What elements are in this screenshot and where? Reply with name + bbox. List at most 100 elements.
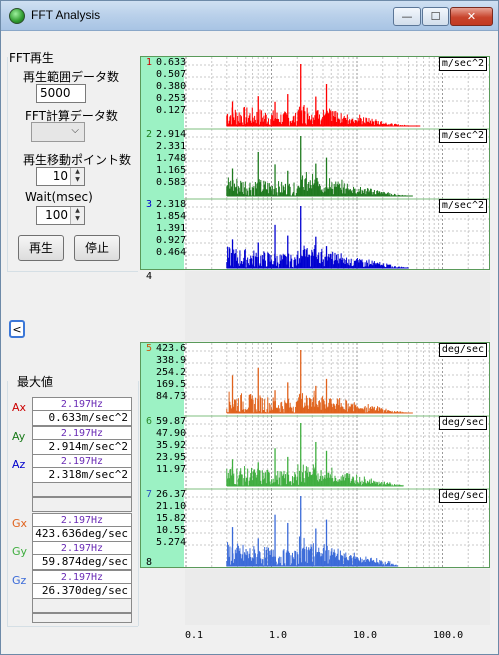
y-tick-label: 0.927 (156, 235, 187, 246)
close-button[interactable]: ✕ (450, 7, 493, 26)
channel-number: 7 (146, 489, 153, 500)
max-row-value: 2.318m/sec^2 (32, 467, 132, 483)
stop-button[interactable]: 停止 (74, 235, 120, 261)
channel-8-empty-band (185, 569, 490, 625)
x-tick-label: 1.0 (269, 630, 288, 641)
max-group-border-bottom (7, 626, 138, 627)
y-tick-label: 5.274 (156, 537, 187, 548)
maximize-button[interactable]: ☐ (422, 7, 449, 26)
max-row-label: Gx (12, 517, 28, 530)
fft-play-group-title: FFT再生 (9, 51, 54, 65)
channel-number: 3 (146, 199, 153, 210)
y-tick-label: 11.97 (156, 464, 187, 475)
max-row-label: Gy (12, 545, 28, 558)
y-tick-label: 84.73 (156, 391, 187, 402)
minimize-button[interactable]: — (393, 7, 421, 26)
channel-4-empty-band (185, 271, 490, 341)
empty-value-field (32, 482, 132, 497)
acceleration-plot (140, 56, 490, 270)
play-button[interactable]: 再生 (18, 235, 64, 261)
y-tick-label: 0.633 (156, 57, 187, 68)
unit-label: m/sec^2 (438, 57, 487, 71)
empty-value-field (32, 613, 132, 623)
max-values-title: 最大値 (17, 375, 54, 389)
move-points-value: 10 (52, 169, 68, 183)
y-tick-label: 169.5 (156, 379, 187, 390)
gyro-plot (140, 342, 490, 568)
unit-label: deg/sec (438, 343, 487, 357)
channel-number: 1 (146, 57, 153, 68)
y-tick-label: 1.165 (156, 165, 187, 176)
max-group-border-right (138, 381, 139, 626)
max-row-value: 0.633m/sec^2 (32, 410, 132, 426)
y-tick-label: 47.90 (156, 428, 187, 439)
fft-count-select[interactable]: ⌵ (31, 122, 85, 142)
max-row-label: Gz (12, 574, 27, 587)
unit-label: m/sec^2 (438, 129, 487, 143)
max-row-value: 26.370deg/sec (32, 583, 132, 599)
y-tick-label: 26.37 (156, 489, 187, 500)
acceleration-y-axis-strip (141, 57, 184, 269)
move-points-stepper[interactable]: 10 ▲ ▼ (36, 167, 85, 186)
range-input[interactable]: 5000 (36, 84, 86, 103)
y-tick-label: 1.748 (156, 153, 187, 164)
y-tick-label: 15.82 (156, 513, 187, 524)
y-tick-label: 0.583 (156, 177, 187, 188)
channel-number: 8 (146, 557, 153, 568)
y-tick-label: 1.391 (156, 223, 187, 234)
unit-label: m/sec^2 (438, 199, 487, 213)
group-border-left (7, 57, 8, 271)
wait-label: Wait(msec) (25, 190, 93, 204)
y-tick-label: 10.55 (156, 525, 187, 536)
wait-value: 100 (45, 208, 68, 222)
max-row-value: 423.636deg/sec (32, 526, 132, 542)
max-row-value: 59.874deg/sec (32, 554, 132, 570)
title-bar[interactable]: FFT Analysis — ☐ ✕ (1, 1, 498, 31)
move-points-label: 再生移動ポイント数 (23, 153, 132, 167)
max-row-label: Ay (12, 430, 26, 443)
stepper-arrows-icon[interactable]: ▲ ▼ (70, 168, 84, 185)
max-row-label: Az (12, 458, 26, 471)
max-row-label: Ax (12, 401, 27, 414)
y-tick-label: 254.2 (156, 367, 187, 378)
y-tick-label: 35.92 (156, 440, 187, 451)
y-tick-label: 423.6 (156, 343, 187, 354)
unit-label: deg/sec (438, 416, 487, 430)
y-tick-label: 2.331 (156, 141, 187, 152)
max-row-value: 2.914m/sec^2 (32, 439, 132, 455)
x-tick-label: 10.0 (353, 630, 378, 641)
gyro-y-axis-strip (141, 343, 184, 567)
range-label: 再生範囲データ数 (23, 70, 120, 84)
chevron-down-icon: ⌵ (71, 125, 79, 136)
wait-stepper[interactable]: 100 ▲ ▼ (36, 206, 85, 225)
group-border-bottom (7, 271, 138, 272)
y-tick-label: 2.914 (156, 129, 187, 140)
y-tick-label: 338.9 (156, 355, 187, 366)
fft-count-label: FFT計算データ数 (25, 109, 118, 123)
y-tick-label: 0.380 (156, 81, 187, 92)
y-tick-label: 23.95 (156, 452, 187, 463)
collapse-panel-button[interactable]: < (9, 320, 25, 338)
max-group-border-left (7, 381, 8, 626)
channel-number: 6 (146, 416, 153, 427)
y-tick-label: 21.10 (156, 501, 187, 512)
gyro-spectra-svg (184, 343, 489, 567)
empty-value-field (32, 598, 132, 613)
y-tick-label: 0.464 (156, 247, 187, 258)
channel-number: 2 (146, 129, 153, 140)
y-tick-label: 0.507 (156, 69, 187, 80)
y-tick-label: 0.253 (156, 93, 187, 104)
y-tick-label: 0.127 (156, 105, 187, 116)
window-title: FFT Analysis (31, 8, 101, 22)
unit-label: deg/sec (438, 489, 487, 503)
y-tick-label: 59.87 (156, 416, 187, 427)
y-tick-label: 2.318 (156, 199, 187, 210)
x-tick-label: 0.1 (185, 630, 204, 641)
x-tick-label: 100.0 (433, 630, 464, 641)
stepper-arrows-icon[interactable]: ▲ ▼ (70, 207, 84, 224)
y-tick-label: 1.854 (156, 211, 187, 222)
app-globe-icon (9, 8, 25, 24)
acceleration-spectra-svg (184, 57, 489, 269)
channel-number: 4 (146, 271, 153, 282)
